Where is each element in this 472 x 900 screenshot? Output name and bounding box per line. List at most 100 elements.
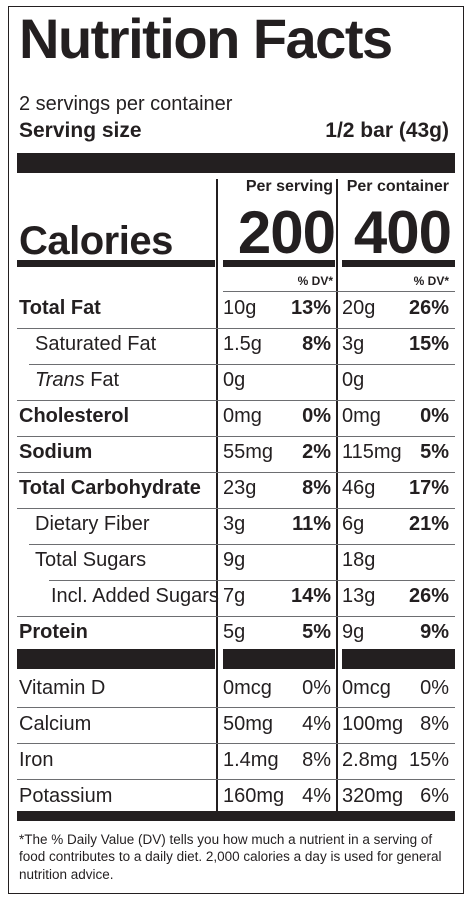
container-dv: 26% (408, 585, 449, 607)
thick-divider-right (342, 649, 455, 669)
row-rule (29, 544, 455, 545)
serving-dv: 11% (292, 513, 331, 535)
container-amount: 100mg (342, 713, 404, 735)
nutrient-label: Total Carbohydrate (19, 477, 201, 499)
container-amount: 18g (342, 549, 376, 571)
container-dv: 9% (420, 621, 449, 643)
serving-amount: 160mg (223, 785, 285, 807)
container-amount: 2.8mg (342, 749, 398, 771)
container-amount: 3g (342, 333, 365, 355)
row-rule (17, 616, 455, 617)
row-rule (17, 707, 455, 708)
row-rule (17, 472, 455, 473)
serving-amount: 1.5g (223, 333, 262, 355)
serving-amount: 0g (223, 369, 246, 391)
serving-amount: 0mcg (223, 677, 272, 699)
container-amount: 0g (342, 369, 365, 391)
serving-amount: 23g (223, 477, 257, 499)
container-amount: 9g (342, 621, 365, 643)
nutrient-label: Total Fat (19, 297, 101, 319)
serving-dv: 4% (302, 713, 331, 735)
container-amount: 115mg (342, 441, 402, 463)
nutrient-label: Trans Fat (35, 370, 119, 390)
servings-per-container: 2 servings per container (19, 93, 233, 115)
serving-dv: 8% (302, 333, 331, 355)
container-dv: 15% (408, 749, 449, 771)
serving-dv: 0% (302, 677, 331, 699)
dv-header-container: % DV* (413, 274, 449, 288)
row-rule (17, 328, 455, 329)
serving-amount: 7g (223, 585, 246, 607)
dv-header-rule (223, 291, 455, 292)
serving-amount: 50mg (223, 713, 274, 735)
calories-divider-left (17, 260, 215, 267)
footnote-divider (17, 811, 455, 821)
dv-header-serving: % DV* (297, 274, 333, 288)
calories-divider-mid (223, 260, 335, 267)
serving-dv: 2% (302, 441, 331, 463)
daily-value-footnote: *The % Daily Value (DV) tells you how mu… (19, 832, 442, 882)
row-rule (49, 580, 455, 581)
thick-divider-left (17, 649, 215, 669)
calories-divider-right (342, 260, 455, 267)
container-dv: 6% (420, 785, 449, 807)
serving-dv: 14% (290, 585, 331, 607)
serving-amount: 5g (223, 621, 246, 643)
vitamin-label: Iron (19, 749, 54, 771)
per-serving-header: Per serving (245, 178, 333, 195)
serving-amount: 9g (223, 549, 246, 571)
nutrient-label: Saturated Fat (35, 333, 157, 355)
nutrient-label: Cholesterol (19, 405, 130, 427)
container-dv: 0% (420, 677, 449, 699)
container-amount: 0mcg (342, 677, 391, 699)
row-rule (17, 400, 455, 401)
vitamin-label: Vitamin D (19, 677, 106, 699)
nutrition-facts-label: Nutrition Facts 2 servings per container… (8, 6, 464, 894)
container-amount: 320mg (342, 785, 404, 807)
row-rule (29, 364, 455, 365)
serving-amount: 3g (223, 513, 246, 535)
nutrient-label: Sodium (19, 441, 93, 463)
container-dv: 26% (408, 297, 449, 319)
serving-dv: 0% (302, 405, 331, 427)
thick-divider-mid (223, 649, 335, 669)
vitamin-label: Calcium (19, 713, 92, 735)
column-divider-2 (336, 179, 338, 811)
container-amount: 6g (342, 513, 365, 535)
serving-amount: 1.4mg (223, 749, 279, 771)
serving-dv: 8% (302, 477, 331, 499)
container-dv: 5% (420, 441, 449, 463)
row-rule (17, 508, 455, 509)
row-rule (17, 436, 455, 437)
row-rule (17, 779, 455, 780)
serving-dv: 5% (302, 621, 331, 643)
column-divider-1 (216, 179, 218, 811)
trans-rest-text: Fat (84, 369, 120, 391)
container-amount: 46g (342, 477, 376, 499)
serving-dv: 4% (302, 785, 331, 807)
serving-amount: 0mg (223, 405, 262, 427)
nutrient-label: Total Sugars (35, 549, 147, 571)
container-dv: 0% (420, 405, 449, 427)
serving-size-value: 1/2 bar (43g) (325, 119, 449, 142)
calories-per-container: 400 (353, 199, 452, 266)
per-container-header: Per container (346, 178, 449, 195)
calories-per-serving: 200 (237, 199, 336, 266)
serving-dv: 8% (302, 749, 331, 771)
trans-italic-text: Trans (35, 369, 85, 391)
thick-divider-top (17, 153, 455, 173)
nutrient-label: Protein (19, 621, 88, 643)
serving-dv: 13% (290, 297, 331, 319)
calories-label: Calories (19, 219, 173, 263)
container-dv: 8% (420, 713, 449, 735)
nutrient-label: Dietary Fiber (35, 513, 150, 535)
row-rule (17, 743, 455, 744)
serving-amount: 10g (223, 297, 257, 319)
container-amount: 0mg (342, 405, 381, 427)
nutrient-label: Incl. Added Sugars (51, 585, 219, 607)
label-title: Nutrition Facts (19, 7, 393, 70)
container-dv: 15% (408, 333, 449, 355)
container-dv: 17% (408, 477, 449, 499)
container-dv: 21% (408, 513, 449, 535)
container-amount: 13g (342, 585, 376, 607)
